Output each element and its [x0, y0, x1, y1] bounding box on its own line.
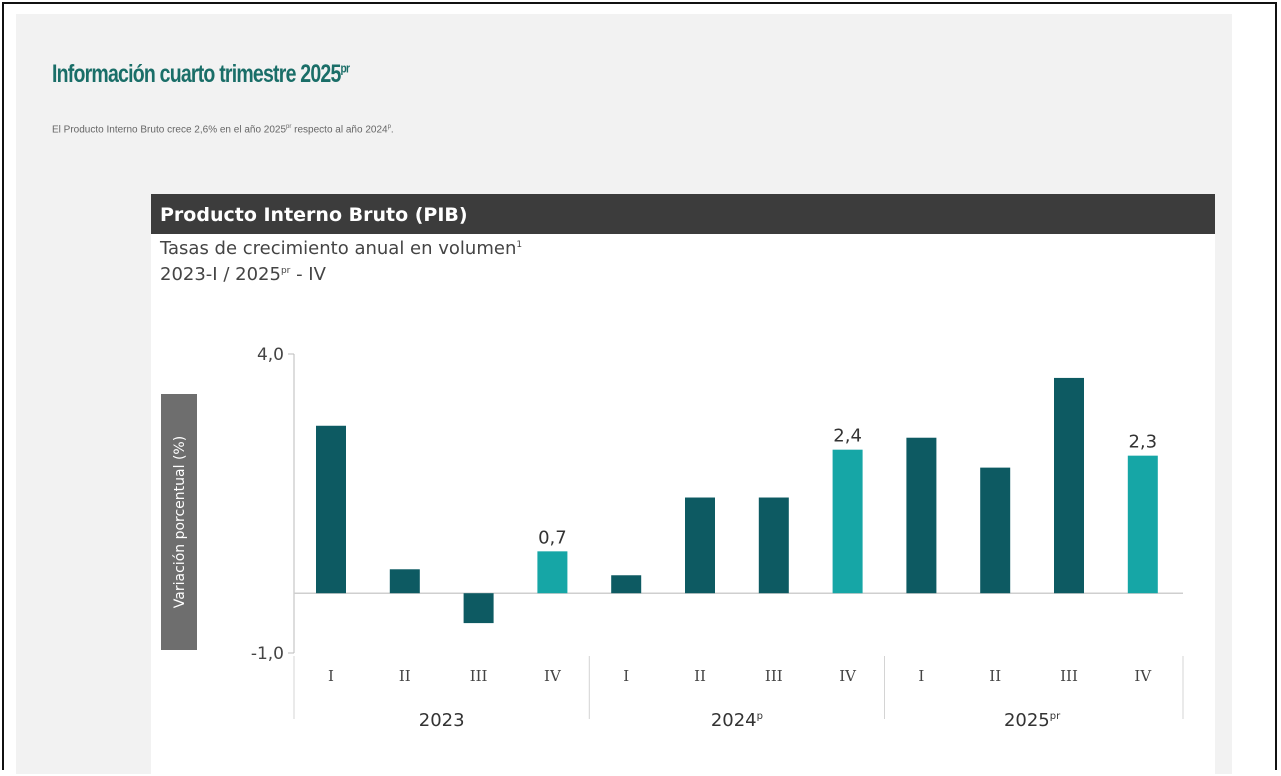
bar — [906, 437, 937, 594]
x-group-label: 2025pr — [1004, 710, 1061, 731]
bar — [685, 497, 715, 594]
bar — [832, 449, 863, 594]
x-category-label: III — [1060, 667, 1078, 685]
x-category-label: III — [765, 667, 783, 685]
chart-card: Producto Interno Bruto (PIB) Tasas de cr… — [151, 194, 1215, 776]
section-description: El Producto Interno Bruto crece 2,6% en … — [52, 124, 394, 136]
bar-data-label: 0,7 — [538, 527, 567, 548]
bar — [758, 497, 789, 594]
y-tick-label: -1,0 — [251, 644, 284, 664]
x-category-label: II — [694, 667, 706, 685]
bar-data-label: 2,4 — [833, 426, 862, 447]
bar — [980, 467, 1011, 594]
x-category-label: IV — [544, 667, 562, 685]
x-category-label: IV — [1134, 667, 1152, 685]
y-axis-label-box — [161, 394, 197, 650]
bar-data-label: 2,3 — [1128, 432, 1157, 453]
x-category-label: II — [399, 667, 411, 685]
x-group-label: 2023 — [419, 710, 465, 731]
content-panel: Información cuarto trimestre 2025pr El P… — [16, 14, 1232, 776]
section-title: Información cuarto trimestre 2025pr — [52, 60, 350, 88]
chart-subtitle: Tasas de crecimiento anual en volumen1 — [160, 238, 523, 259]
x-group-label: 2024p — [711, 710, 763, 731]
x-category-label: III — [470, 667, 488, 685]
bar — [389, 569, 420, 594]
bar — [1054, 377, 1084, 594]
x-category-label: II — [989, 667, 1001, 685]
x-category-label: I — [623, 667, 629, 685]
y-tick-label: 4,0 — [257, 345, 284, 365]
chart-header: Producto Interno Bruto (PIB) — [151, 194, 1215, 234]
bar-chart: Variación porcentual (%) 4,0 -1,0 0,7 2,4 2,3… — [161, 345, 1184, 731]
bar — [611, 575, 642, 594]
bar — [1127, 455, 1158, 594]
bar — [316, 425, 346, 594]
y-axis-label: Variación porcentual (%) — [172, 436, 188, 608]
x-category-label: I — [328, 667, 334, 685]
x-category-label: I — [918, 667, 924, 685]
chart-period: 2023-I / 2025pr - IV — [160, 264, 326, 285]
bar — [537, 551, 568, 594]
bar — [463, 593, 494, 624]
x-category-label: IV — [839, 667, 857, 685]
